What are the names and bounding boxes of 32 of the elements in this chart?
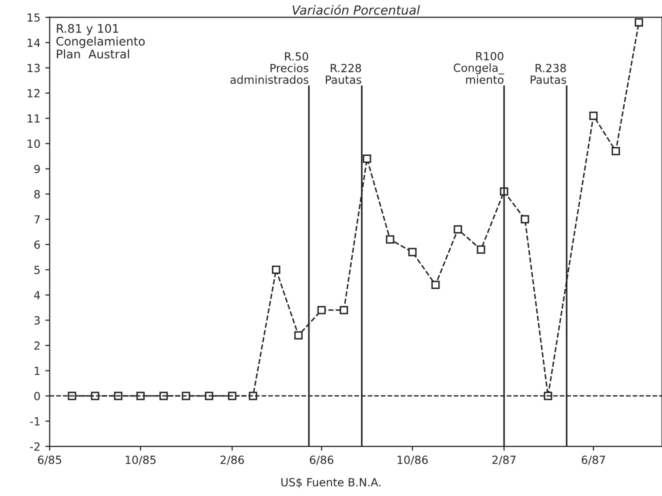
y-tick-label: 9 bbox=[34, 164, 40, 174]
y-tick-label: 6 bbox=[34, 240, 40, 249]
chart-title: Variación Porcentual bbox=[292, 4, 420, 15]
y-tick-label: 12 bbox=[28, 89, 40, 98]
y-tick-label: -2 bbox=[30, 442, 40, 451]
y-tick-label: 8 bbox=[34, 190, 40, 198]
x-tick-label: 2/87 bbox=[492, 456, 516, 465]
y-tick-label: 10 bbox=[28, 140, 40, 148]
ref-line-label: R.238 Pautas bbox=[530, 64, 566, 84]
y-tick-label: 4 bbox=[34, 291, 40, 300]
y-tick-label: -1 bbox=[30, 417, 40, 426]
y-tick-label: 7 bbox=[34, 215, 40, 224]
x-tick-label: 6/85 bbox=[38, 456, 62, 465]
ref-line-label: R100 Congela_ miento bbox=[454, 52, 504, 84]
y-tick-label: 15 bbox=[28, 13, 40, 22]
y-tick-label: 0 bbox=[34, 392, 40, 400]
annotation: R.81 y 101 Congelamiento Plan Austral bbox=[56, 24, 145, 58]
x-tick-label: 6/87 bbox=[582, 456, 605, 465]
y-tick-label: 5 bbox=[34, 266, 40, 274]
y-tick-label: 2 bbox=[34, 341, 40, 350]
y-tick-label: 13 bbox=[28, 64, 40, 72]
x-tick-label: 10/85 bbox=[126, 456, 156, 465]
y-tick-label: 11 bbox=[28, 114, 40, 123]
x-tick-label: 10/86 bbox=[398, 456, 428, 465]
ref-line-label: R.228 Pautas bbox=[326, 64, 362, 84]
x-tick-label: 2/86 bbox=[220, 456, 244, 465]
y-tick-label: 1 bbox=[34, 366, 40, 375]
y-tick-label: 3 bbox=[34, 316, 40, 325]
y-tick-label: 14 bbox=[28, 38, 40, 47]
x-tick-label: 6/86 bbox=[310, 456, 334, 465]
text: US$ Fuente B.N.A. bbox=[281, 478, 380, 488]
ref-line-label: R.50 Precios administrados bbox=[230, 52, 308, 84]
